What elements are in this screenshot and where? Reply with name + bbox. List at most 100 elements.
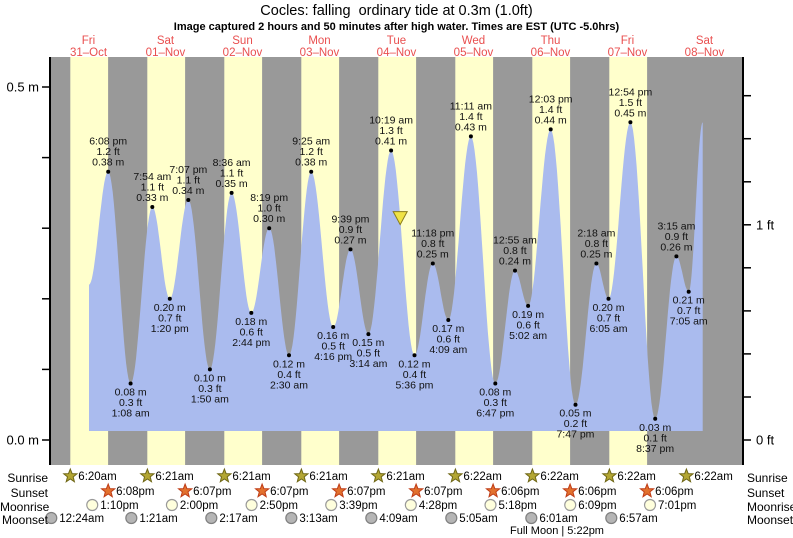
low-tide-label: 4:16 pm bbox=[314, 351, 352, 363]
sunset-time: 6:07pm bbox=[424, 486, 462, 498]
moonrise-time: 1:10pm bbox=[100, 500, 138, 512]
sunset-time: 6:06pm bbox=[501, 486, 539, 498]
day-name-label: Sun bbox=[232, 35, 252, 47]
sunrise-time: 6:22am bbox=[617, 471, 655, 483]
low-tide-label: 0.3 ft bbox=[484, 397, 507, 409]
tide-point-dot bbox=[493, 381, 498, 386]
full-moon-note: Full Moon | 5:22pm bbox=[510, 525, 604, 537]
sunrise-star-icon bbox=[216, 467, 233, 483]
sunset-star-icon bbox=[100, 482, 117, 498]
sunset-time: 6:07pm bbox=[270, 486, 308, 498]
moonset-time: 2:17am bbox=[219, 513, 257, 525]
sunrise-time: 6:21am bbox=[232, 471, 270, 483]
high-tide-label: 6:08 pm bbox=[89, 136, 127, 148]
day-name-label: Sat bbox=[157, 35, 175, 47]
moonset-icon bbox=[605, 511, 618, 525]
low-tide-label: 1:20 pm bbox=[151, 323, 189, 335]
high-tide-label: 2:18 am bbox=[577, 228, 615, 240]
sunset-star-icon bbox=[485, 482, 502, 498]
current-time-marker bbox=[392, 211, 409, 226]
sunset-star-icon bbox=[254, 482, 271, 498]
tide-point-dot bbox=[412, 353, 417, 358]
sunset-star-icon bbox=[639, 482, 656, 498]
day-date-label: 06–Nov bbox=[531, 47, 571, 59]
moonset-row-label: Moonset bbox=[1, 513, 48, 527]
high-tide-label: 0.24 m bbox=[499, 256, 531, 268]
low-tide-label: 0.08 m bbox=[115, 387, 147, 399]
low-tide-label: 0.05 m bbox=[559, 408, 591, 420]
high-tide-label: 0.30 m bbox=[253, 213, 285, 225]
high-tide-label: 7:07 pm bbox=[169, 164, 207, 176]
low-tide-label: 0.2 ft bbox=[564, 418, 587, 430]
low-tide-label: 0.6 ft bbox=[240, 326, 263, 338]
high-tide-label: 12:03 pm bbox=[529, 93, 573, 105]
sunrise-star-icon bbox=[370, 467, 387, 483]
high-tide-label: 12:55 am bbox=[493, 235, 537, 247]
moonset-time: 6:01am bbox=[539, 513, 577, 525]
tide-point-dot bbox=[309, 169, 314, 174]
high-tide-label: 1.1 ft bbox=[220, 167, 243, 179]
sunset-star-icon bbox=[408, 482, 425, 498]
low-tide-label: 0.6 ft bbox=[516, 319, 539, 331]
high-tide-label: 0.33 m bbox=[136, 192, 168, 204]
tide-point-dot bbox=[653, 416, 658, 421]
tide-point-dot bbox=[686, 289, 691, 294]
high-tide-label: 1.1 ft bbox=[177, 174, 200, 186]
moonrise-time: 5:18pm bbox=[499, 500, 537, 512]
high-tide-label: 0.25 m bbox=[580, 249, 612, 261]
high-tide-label: 0.9 ft bbox=[665, 231, 688, 243]
low-tide-label: 4:09 am bbox=[429, 344, 467, 356]
low-tide-label: 7:05 am bbox=[670, 316, 708, 328]
low-tide-label: 0.5 ft bbox=[322, 341, 345, 353]
sunset-time: 6:07pm bbox=[347, 486, 385, 498]
day-date-label: 07–Nov bbox=[608, 47, 648, 59]
low-tide-label: 0.16 m bbox=[317, 330, 349, 342]
low-tide-label: 1:08 am bbox=[112, 408, 150, 420]
high-tide-label: 0.8 ft bbox=[503, 245, 526, 257]
high-tide-label: 0.38 m bbox=[295, 157, 327, 169]
high-tide-label: 10:19 am bbox=[369, 115, 413, 127]
moonrise-row-label-right: Moonrise bbox=[747, 500, 793, 514]
high-tide-label: 9:39 pm bbox=[331, 213, 369, 225]
high-tide-label: 8:36 am bbox=[213, 157, 251, 169]
high-tide-label: 0.43 m bbox=[455, 121, 487, 133]
low-tide-label: 0.08 m bbox=[479, 387, 511, 399]
sunrise-star-icon bbox=[678, 467, 695, 483]
tide-point-dot bbox=[348, 247, 353, 252]
tide-point-dot bbox=[513, 268, 517, 273]
moonset-icon bbox=[45, 511, 58, 525]
moonrise-time: 4:28pm bbox=[419, 500, 457, 512]
low-tide-label: 8:37 pm bbox=[636, 443, 674, 455]
low-tide-label: 2:44 pm bbox=[232, 337, 270, 349]
high-tide-label: 1.0 ft bbox=[258, 203, 281, 215]
low-tide-label: 0.7 ft bbox=[158, 312, 181, 324]
tide-point-dot bbox=[331, 325, 336, 329]
tide-point-dot bbox=[366, 332, 371, 337]
moonrise-icon bbox=[245, 498, 258, 512]
day-name-label: Mon bbox=[308, 35, 330, 47]
tide-point-dot bbox=[267, 226, 272, 231]
sunset-star-icon bbox=[177, 482, 194, 498]
low-tide-label: 6:47 pm bbox=[476, 408, 514, 420]
moonrise-time: 2:50pm bbox=[260, 500, 298, 512]
moonrise-time: 2:00pm bbox=[180, 500, 218, 512]
day-date-label: 05–Nov bbox=[454, 47, 494, 59]
sunset-row-label-right: Sunset bbox=[747, 486, 785, 500]
left-axis-label: 0.5 m bbox=[6, 80, 39, 95]
low-tide-label: 0.20 m bbox=[154, 302, 186, 314]
high-tide-label: 1.2 ft bbox=[300, 146, 323, 158]
low-tide-label: 0.18 m bbox=[235, 316, 267, 328]
moonrise-time: 7:01pm bbox=[658, 500, 696, 512]
high-tide-label: 0.44 m bbox=[535, 114, 567, 126]
low-tide-label: 0.15 m bbox=[352, 337, 384, 349]
tide-point-dot bbox=[186, 198, 191, 202]
low-tide-label: 0.12 m bbox=[273, 358, 305, 370]
moonset-time: 1:21am bbox=[139, 513, 177, 525]
tide-point-dot bbox=[606, 296, 611, 301]
low-tide-label: 0.4 ft bbox=[277, 369, 300, 381]
sunrise-star-icon bbox=[139, 467, 156, 483]
moonset-row-label-right: Moonset bbox=[747, 513, 793, 527]
low-tide-label: 0.12 m bbox=[398, 358, 430, 370]
high-tide-label: 1.4 ft bbox=[459, 111, 482, 123]
